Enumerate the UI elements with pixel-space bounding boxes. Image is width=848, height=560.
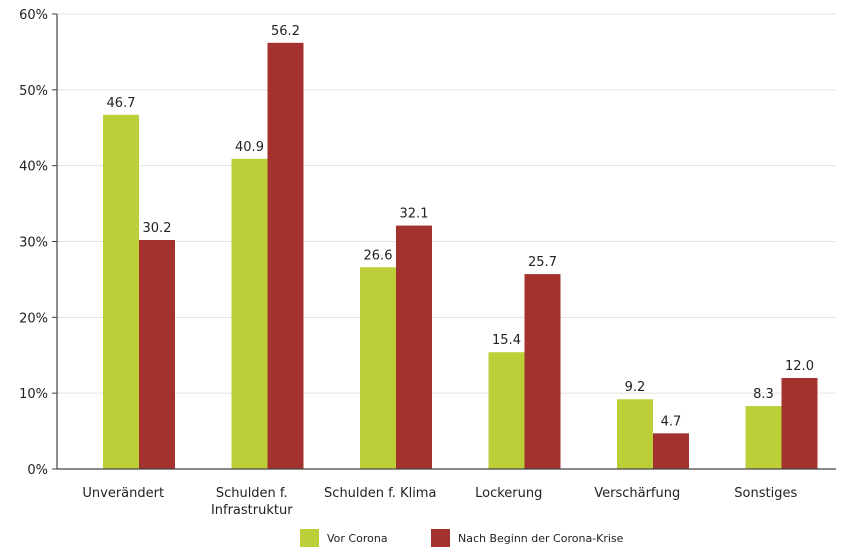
- legend: Vor Corona Nach Beginn der Corona-Krise: [300, 529, 624, 547]
- bar: [396, 225, 432, 469]
- x-tick-label-line: Lockerung: [475, 486, 542, 501]
- bar: [653, 433, 689, 469]
- data-label: 32.1: [400, 207, 429, 222]
- y-tick-label: 20%: [19, 311, 48, 326]
- x-tick-label-line: Verschärfung: [594, 486, 680, 501]
- bar: [231, 158, 268, 469]
- legend-label: Vor Corona: [327, 532, 388, 545]
- bar: [360, 267, 396, 469]
- grid-lines: [57, 13, 836, 394]
- legend-label: Nach Beginn der Corona-Krise: [458, 532, 624, 545]
- x-tick-label: Verschärfung: [594, 486, 680, 501]
- x-tick-label: Sonstiges: [734, 486, 797, 501]
- data-label: 25.7: [528, 255, 557, 270]
- data-label: 12.0: [785, 359, 814, 374]
- bar: [139, 239, 175, 469]
- y-tick-label: 0%: [27, 463, 48, 478]
- data-label: 8.3: [753, 387, 774, 402]
- legend-swatch: [431, 529, 450, 547]
- bar: [617, 399, 653, 469]
- axes: 0% 10% 20% 30% 40% 50% 60% Unverändert Schulden …: [19, 8, 836, 518]
- x-tick-label-line: Schulden f. Klima: [324, 486, 436, 501]
- bars: [103, 42, 818, 470]
- x-tick-label-line: Schulden f.: [216, 486, 288, 501]
- bar: [745, 406, 782, 469]
- bar: [524, 274, 561, 469]
- data-label: 46.7: [107, 96, 136, 111]
- data-label: 9.2: [625, 380, 646, 395]
- data-label: 15.4: [492, 333, 521, 348]
- bar: [267, 42, 304, 470]
- data-label: 30.2: [143, 221, 172, 236]
- data-labels: 46.7 30.2 40.9 56.2 26.6 32.1 15.4 25.7 9.2 4.7 8.…: [107, 24, 814, 430]
- x-tick-label-line: Sonstiges: [734, 486, 797, 501]
- x-tick-label: Unverändert: [82, 486, 164, 501]
- y-tick-label: 50%: [19, 84, 48, 99]
- data-label: 40.9: [235, 140, 264, 155]
- bar: [488, 352, 525, 469]
- y-tick-label: 10%: [19, 387, 48, 402]
- y-tick-label: 40%: [19, 160, 48, 175]
- x-tick-label-line: Unverändert: [82, 486, 164, 501]
- data-label: 4.7: [661, 414, 682, 429]
- data-label: 56.2: [271, 24, 300, 39]
- data-label: 26.6: [364, 248, 393, 263]
- x-tick-label: Schulden f. Infrastruktur: [211, 486, 293, 518]
- x-tick-label-line: Infrastruktur: [211, 503, 293, 518]
- legend-swatch: [300, 529, 319, 547]
- x-tick-label: Lockerung: [475, 486, 542, 501]
- bar: [103, 114, 139, 469]
- bar: [781, 378, 818, 469]
- x-tick-label: Schulden f. Klima: [324, 486, 436, 501]
- y-tick-label: 30%: [19, 236, 48, 251]
- y-tick-label: 60%: [19, 8, 48, 23]
